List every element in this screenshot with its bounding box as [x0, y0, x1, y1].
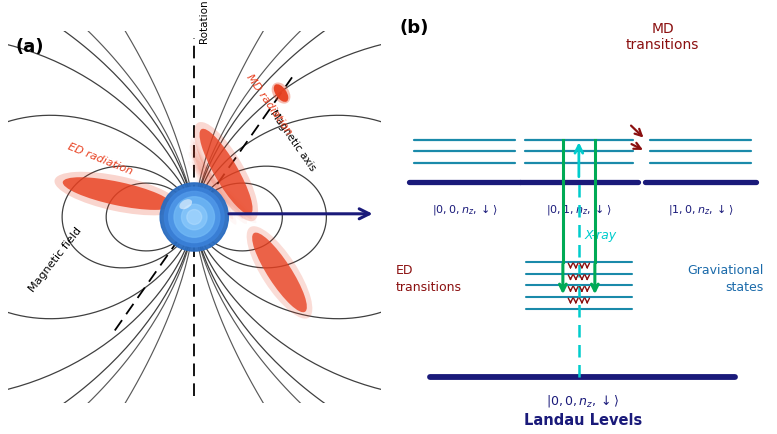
- Text: $|1, 0, n_z, \downarrow\rangle$: $|1, 0, n_z, \downarrow\rangle$: [668, 201, 733, 217]
- Circle shape: [174, 197, 214, 237]
- Circle shape: [160, 183, 228, 251]
- Circle shape: [182, 204, 207, 230]
- Circle shape: [169, 191, 220, 243]
- Text: $|0, 1, n_z, \downarrow\rangle$: $|0, 1, n_z, \downarrow\rangle$: [546, 201, 611, 217]
- Ellipse shape: [272, 82, 291, 104]
- Ellipse shape: [194, 122, 258, 221]
- Text: Landau Levels: Landau Levels: [524, 413, 642, 428]
- Text: Rotation axis: Rotation axis: [200, 0, 210, 44]
- Circle shape: [186, 210, 202, 224]
- Circle shape: [165, 187, 224, 247]
- Text: (a): (a): [16, 38, 44, 56]
- Ellipse shape: [193, 141, 211, 220]
- Text: ED
transitions: ED transitions: [396, 264, 462, 295]
- Text: Graviational
states: Graviational states: [687, 264, 764, 295]
- Text: X-ray: X-ray: [584, 229, 617, 242]
- Text: Magnetic field: Magnetic field: [27, 225, 84, 294]
- Ellipse shape: [179, 199, 192, 209]
- Ellipse shape: [200, 129, 253, 214]
- Ellipse shape: [274, 84, 288, 102]
- Ellipse shape: [252, 233, 307, 312]
- Ellipse shape: [193, 157, 243, 219]
- Ellipse shape: [193, 150, 233, 219]
- Text: $|0, 0, n_z, \downarrow\rangle$: $|0, 0, n_z, \downarrow\rangle$: [432, 201, 497, 217]
- Ellipse shape: [246, 226, 312, 319]
- Text: ED radiation: ED radiation: [67, 142, 134, 177]
- Ellipse shape: [178, 236, 211, 245]
- Text: Magnetic axis: Magnetic axis: [268, 109, 317, 174]
- Ellipse shape: [54, 172, 180, 215]
- Ellipse shape: [63, 177, 172, 210]
- Ellipse shape: [193, 145, 222, 220]
- Text: $|0, 0, n_z, \downarrow\rangle$: $|0, 0, n_z, \downarrow\rangle$: [546, 393, 619, 409]
- Ellipse shape: [192, 165, 252, 219]
- Text: (b): (b): [400, 19, 430, 37]
- Text: MD
transitions: MD transitions: [626, 22, 699, 52]
- Text: MD radiation: MD radiation: [244, 73, 294, 137]
